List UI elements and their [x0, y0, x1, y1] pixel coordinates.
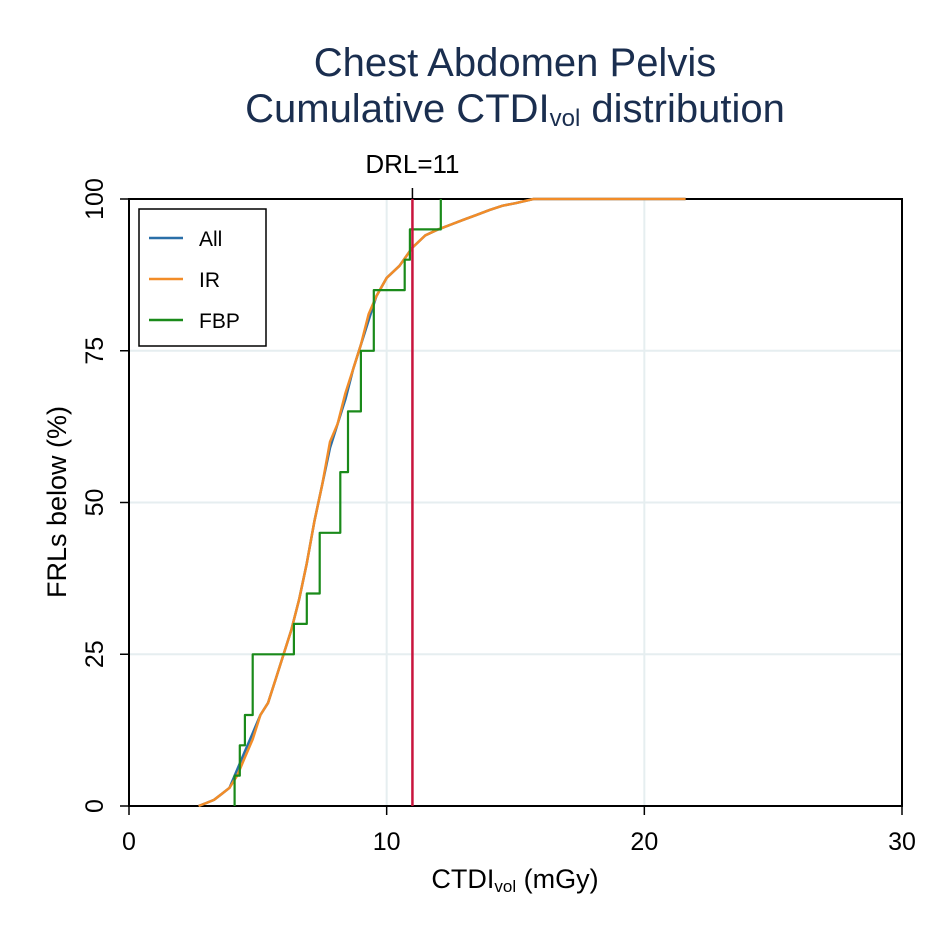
legend-label-all: All: [199, 228, 222, 251]
chart-title-line1: Chest Abdomen Pelvis: [314, 41, 716, 85]
chart-title-main: Cumulative CTDI: [245, 87, 550, 131]
legend-label-ir: IR: [199, 269, 220, 292]
y-tick-label: 50: [81, 489, 109, 517]
legend-label-fbp: FBP: [199, 310, 240, 333]
chart-title-rest: distribution: [580, 87, 785, 131]
y-tick-label: 75: [81, 337, 109, 365]
y-axis-title: FRLs below (%): [42, 406, 72, 598]
x-tick-label: 20: [630, 828, 658, 856]
y-tick-label: 0: [81, 799, 109, 813]
series-line-ir: [198, 197, 686, 808]
chart-title-line2: Cumulative CTDIvol distribution: [245, 87, 785, 132]
y-axis-ticks: 0 25 50 75 100: [81, 178, 129, 813]
x-axis-ticks: 0 10 20 30: [122, 806, 916, 856]
chart-title-subscript: vol: [550, 105, 581, 132]
x-axis-title: CTDIvol (mGy): [431, 864, 598, 896]
x-axis-title-subscript: vol: [494, 877, 516, 896]
legend-box: [138, 208, 267, 347]
y-tick-label: 25: [81, 640, 109, 668]
x-axis-title-main: CTDI: [431, 864, 494, 894]
legend: All IR FBP: [138, 208, 267, 347]
x-tick-label: 10: [373, 828, 401, 856]
series-group: [198, 197, 686, 808]
x-axis-title-rest: (mGy): [516, 864, 598, 894]
series-line-fbp: [233, 199, 442, 806]
y-tick-label: 100: [81, 178, 109, 220]
x-tick-label: 0: [122, 828, 136, 856]
x-tick-label: 30: [888, 828, 916, 856]
drl-label: DRL=11: [365, 149, 459, 179]
